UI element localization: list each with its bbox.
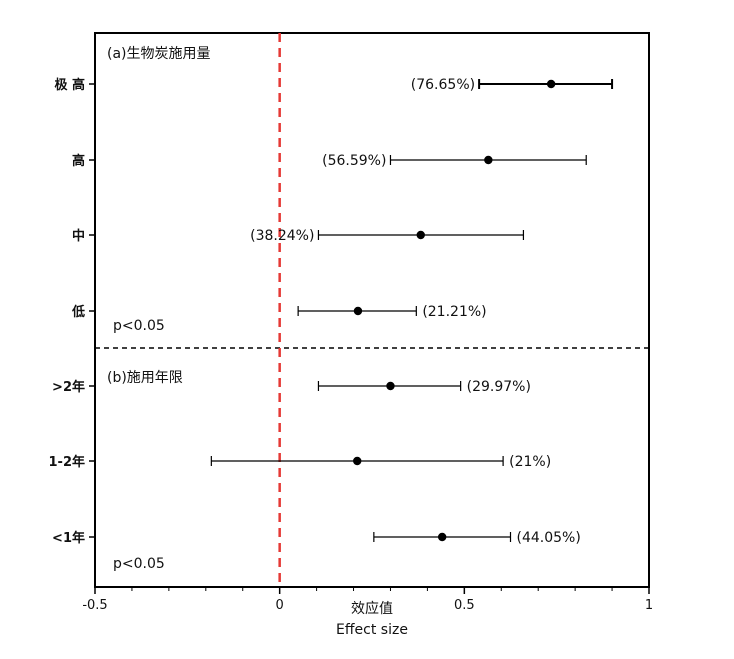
y-tick-label: >2年 [52, 379, 85, 395]
x-tick-label: 0 [276, 598, 284, 613]
percent-label: (21.21%) [422, 304, 486, 320]
x-tick-label: 0.5 [454, 598, 475, 613]
percent-label: (38.24%) [250, 228, 314, 244]
percent-label: (21%) [509, 454, 551, 470]
group-title: (b)施用年限 [107, 370, 183, 386]
point-estimate [386, 381, 395, 391]
y-tick-label: 中 [72, 228, 85, 244]
percent-label: (56.59%) [322, 153, 386, 169]
point-estimate [546, 79, 556, 89]
y-tick-label: 低 [71, 304, 85, 320]
percent-label: (76.65%) [411, 77, 475, 93]
x-axis-label-zh: 效应值 [351, 600, 393, 617]
plot-frame [94, 32, 650, 588]
x-tick-label: 1 [645, 598, 653, 613]
point-estimate [437, 532, 447, 542]
y-tick-label: 极 高 [54, 77, 85, 93]
point-estimate [416, 230, 425, 240]
group-title: (a)生物炭施用量 [107, 46, 211, 62]
point-estimate [484, 155, 493, 165]
y-tick-label: 高 [72, 153, 85, 169]
p-value-text: p<0.05 [113, 318, 165, 334]
x-tick-label: -0.5 [82, 598, 107, 613]
y-tick-label: 1-2年 [49, 454, 86, 470]
point-estimate [353, 456, 362, 466]
y-tick-label: <1年 [52, 530, 85, 546]
p-value-text: p<0.05 [113, 556, 165, 572]
percent-label: (44.05%) [517, 530, 581, 546]
point-estimate [353, 306, 363, 316]
percent-label: (29.97%) [467, 379, 531, 395]
x-axis-label-en: Effect size [336, 622, 408, 638]
